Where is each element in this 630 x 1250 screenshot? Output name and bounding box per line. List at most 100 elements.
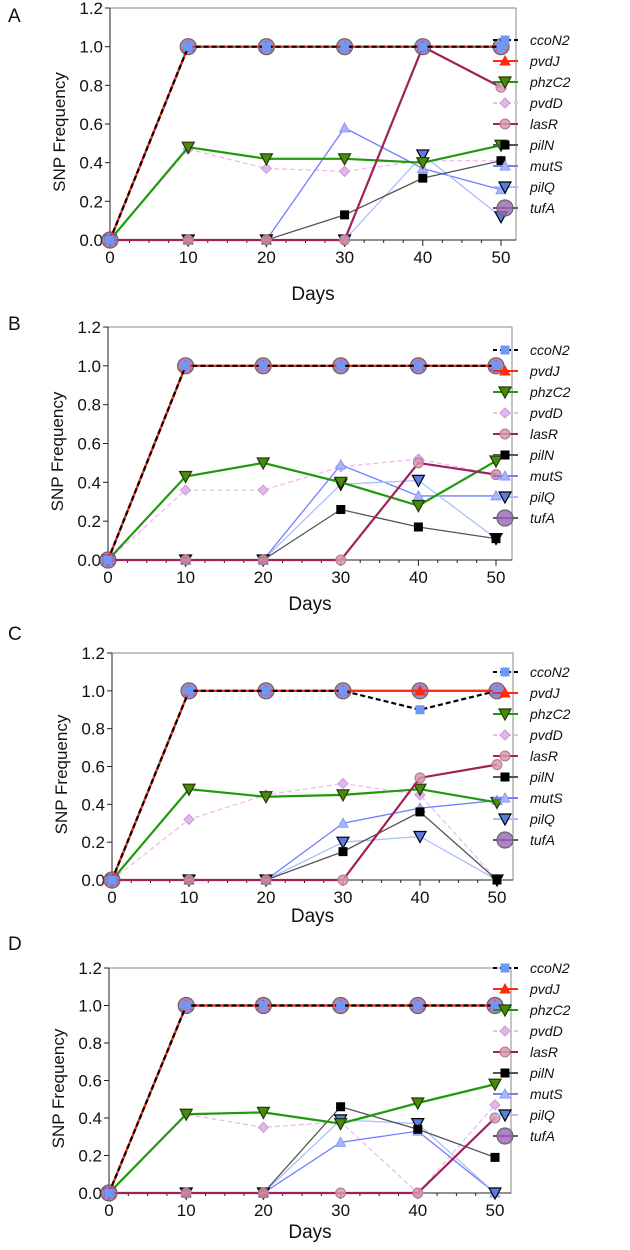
legend-item-mutS: mutS (493, 790, 563, 806)
legend-item-ccoN2: ccoN2 (493, 342, 570, 358)
data-point-pvdD (257, 484, 269, 496)
legend-marker (500, 35, 510, 45)
x-tick-label: 40 (409, 568, 428, 587)
data-point-pilN (492, 875, 502, 885)
legend-item-mutS: mutS (493, 158, 563, 174)
y-tick-label: 0.6 (81, 758, 105, 777)
y-axis-title: SNP Frequency (49, 1028, 68, 1148)
legend-marker (500, 450, 510, 460)
data-point-pilQ (411, 474, 426, 488)
series-phzC2 (102, 139, 509, 248)
legend-marker (497, 1109, 513, 1123)
legend-label: tufA (530, 832, 555, 848)
x-tick-label: 0 (105, 248, 114, 267)
data-point-lasR (335, 554, 347, 566)
y-tick-label: 0.0 (78, 1184, 102, 1203)
legend-label: tufA (530, 1128, 555, 1144)
x-axis-title: Days (288, 1222, 331, 1243)
x-axis-title: Days (291, 284, 334, 305)
legend-marker (499, 407, 511, 419)
data-point-lasR (257, 1187, 269, 1199)
x-tick-label: 30 (335, 248, 354, 267)
series-lasR (103, 1112, 501, 1199)
series-pilQ (102, 149, 509, 248)
data-point-ccoN2 (418, 42, 428, 52)
data-point-pilN (336, 505, 346, 515)
legend-label: mutS (530, 1086, 563, 1102)
legend-label: phzC2 (529, 1002, 571, 1018)
x-tick-label: 50 (486, 1201, 505, 1220)
legend-label: phzC2 (529, 74, 571, 90)
legend-marker (499, 686, 511, 698)
legend-marker (497, 813, 513, 827)
data-point-lasR (337, 874, 349, 886)
data-point-ccoN2 (181, 361, 191, 371)
data-point-lasR (335, 1187, 347, 1199)
legend-marker (500, 140, 510, 150)
legend-marker (497, 386, 513, 400)
data-point-mutS (412, 489, 425, 501)
series-line-pvdJ (108, 45, 501, 241)
legend-marker (497, 491, 513, 505)
legend-item-ccoN2: ccoN2 (493, 32, 570, 48)
data-point-pvdD (179, 484, 192, 496)
data-point-phzC2 (179, 1108, 194, 1122)
x-tick-label: 30 (331, 568, 350, 587)
legend-label: mutS (530, 468, 563, 484)
legend-marker (499, 1046, 511, 1058)
x-tick-label: 10 (180, 888, 199, 907)
series-pvdD (102, 453, 502, 566)
data-point-pilN (413, 1124, 423, 1134)
data-point-pvdJ (414, 684, 426, 696)
x-tick-label: 10 (176, 568, 195, 587)
series-line-lasR (108, 461, 497, 562)
data-point-lasR (490, 469, 502, 481)
legend-item-mutS: mutS (493, 468, 563, 484)
series-line-phzC2 (108, 1083, 496, 1194)
data-point-phzC2 (178, 470, 193, 484)
series-line-mutS (110, 127, 502, 241)
legend-label: ccoN2 (530, 664, 570, 680)
legend-label: pvdJ (529, 53, 561, 69)
y-tick-label: 0.0 (77, 551, 101, 570)
legend-marker (496, 509, 514, 527)
y-tick-label: 1.0 (79, 38, 103, 57)
data-point-ccoN2 (415, 705, 425, 715)
series-line-pvdD (109, 148, 501, 241)
legend-item-pilN: pilN (493, 1065, 555, 1081)
data-point-mutS (338, 121, 351, 133)
data-point-ccoN2 (336, 1001, 346, 1010)
panel-b: B 0.0 0.2 0.4 0.6 0.8 1.0 1.2 0 10 20 30 40 50 Days SNP… (8, 314, 571, 615)
series-line-pvdD (111, 782, 498, 881)
series-line-mutS (108, 464, 496, 561)
data-point-ccoN2 (340, 42, 350, 52)
legend-item-pvdD: pvdD (493, 727, 563, 743)
series-ccoN2 (105, 42, 506, 245)
data-point-ccoN2 (413, 1001, 423, 1010)
legend-label: lasR (530, 116, 558, 132)
x-tick-label: 50 (487, 568, 506, 587)
data-point-lasR (182, 234, 194, 246)
x-tick-label: 50 (492, 248, 511, 267)
x-tick-label: 30 (334, 888, 353, 907)
x-tick-label: 40 (408, 1201, 427, 1220)
y-tick-label: 0.0 (81, 871, 105, 890)
series-line-pilQ (109, 1119, 496, 1194)
y-tick-label: 1.0 (77, 357, 101, 376)
legend-marker (499, 159, 511, 171)
data-point-pilN (415, 807, 425, 817)
data-point-pilN (338, 847, 348, 857)
legend: ccoN2 pvdJ phzC2 pvdD lasR pilN mutS pilQ tufA (493, 342, 571, 527)
legend-item-pvdD: pvdD (493, 95, 563, 111)
data-point-ccoN2 (336, 361, 346, 371)
legend-marker (499, 469, 511, 481)
legend-item-pilQ: pilQ (493, 489, 555, 505)
legend-marker (499, 428, 511, 440)
y-tick-label: 0.2 (81, 833, 105, 852)
series-pilN (104, 1102, 500, 1198)
legend-marker (499, 982, 511, 994)
y-tick-label: 1.2 (77, 318, 101, 337)
data-point-phzC2 (333, 1118, 348, 1131)
data-point-pilQ (415, 149, 430, 163)
legend-label: tufA (530, 510, 555, 526)
